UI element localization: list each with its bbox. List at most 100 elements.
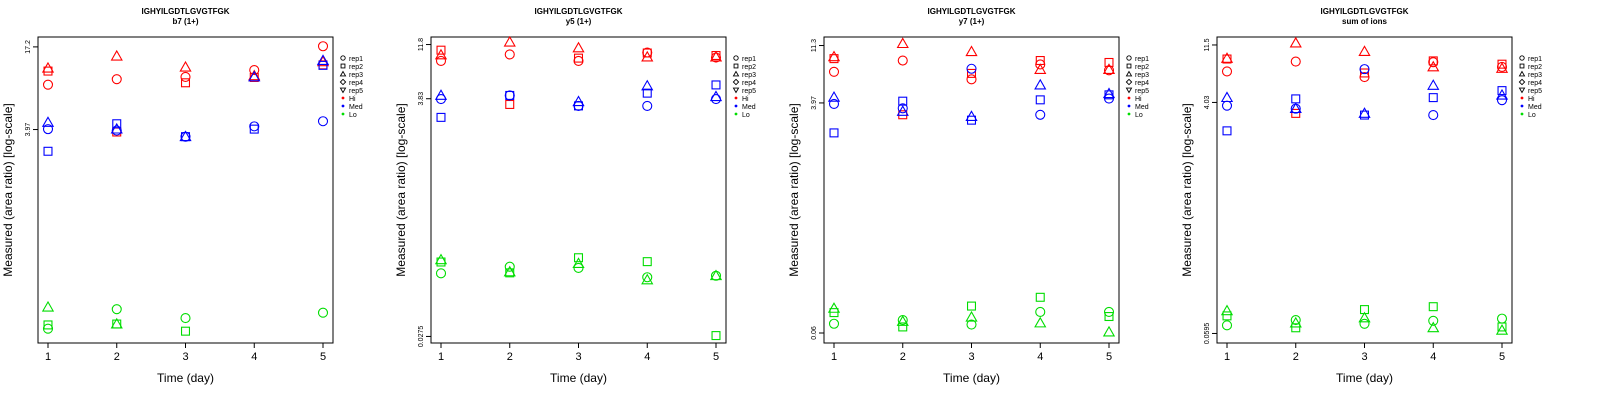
data-point [966, 63, 977, 74]
legend-label: rep1 [1135, 56, 1149, 63]
y-tick-label: 17.2 [25, 40, 32, 54]
data-point [1035, 306, 1046, 318]
data-point [1035, 95, 1045, 105]
data-point [896, 315, 909, 326]
data-point [1496, 95, 1508, 106]
data-point [1103, 306, 1115, 318]
legend-label: rep4 [742, 80, 756, 87]
data-point [1291, 323, 1301, 333]
data-point [180, 71, 191, 82]
data-point [111, 125, 122, 136]
data-point [966, 74, 977, 85]
data-point [1289, 316, 1302, 328]
data-point [1497, 322, 1507, 332]
data-point [1427, 321, 1440, 333]
data-point [897, 103, 908, 114]
data-point [1358, 107, 1371, 118]
data-point [1102, 63, 1116, 74]
data-point [317, 41, 329, 52]
data-point [504, 90, 515, 101]
legend-label: rep2 [1135, 64, 1149, 71]
data-point [1359, 318, 1370, 329]
data-point [435, 268, 447, 279]
y-tick-label: 3.97 [25, 123, 32, 137]
data-point [1104, 312, 1114, 322]
legend-label: rep5 [742, 88, 756, 95]
data-point [827, 91, 841, 102]
data-point [504, 261, 515, 272]
data-point [827, 50, 841, 62]
data-point [179, 130, 192, 142]
x-tick-label: 1 [1224, 351, 1230, 363]
x-tick-label: 1 [438, 351, 444, 363]
data-point [1222, 126, 1232, 136]
data-point [828, 98, 840, 109]
x-tick-label: 5 [320, 351, 326, 363]
data-point [965, 310, 978, 322]
data-point [249, 124, 259, 134]
data-point [965, 45, 978, 57]
data-point [1289, 36, 1302, 48]
legend-color-dot [1520, 104, 1524, 108]
legend-color-dot [341, 112, 345, 116]
x-tick-label: 4 [1037, 351, 1043, 363]
data-point [43, 146, 53, 156]
x-tick-label: 5 [1499, 351, 1505, 363]
data-point [1358, 311, 1371, 323]
data-point [1290, 315, 1301, 326]
data-point [505, 99, 515, 109]
data-point [641, 273, 654, 285]
data-point [709, 50, 723, 62]
data-point [1221, 100, 1233, 111]
legend-label: rep5 [1528, 88, 1542, 95]
data-point [1221, 320, 1233, 331]
y-tick-label: 3.97 [811, 96, 818, 110]
legend-color-dot [1127, 112, 1131, 116]
data-point [1222, 311, 1232, 321]
data-point [1220, 304, 1234, 316]
legend-marker [340, 63, 346, 69]
legend-marker [1126, 63, 1132, 69]
y-tick-label: 11.8 [418, 38, 425, 51]
data-point [180, 313, 191, 324]
legend-color-dot [1127, 96, 1131, 100]
data-point [1103, 65, 1115, 76]
legend-label: rep3 [1528, 72, 1542, 79]
chart-subtitle: y5 (1+) [566, 17, 592, 26]
plot-frame [823, 36, 1120, 344]
data-point [711, 331, 721, 341]
data-point [965, 110, 978, 121]
data-point [42, 124, 54, 135]
data-point [316, 54, 330, 65]
legend-marker [732, 70, 740, 77]
legend-label: rep2 [349, 64, 363, 71]
data-point [828, 66, 840, 77]
data-point [1034, 63, 1047, 74]
legend-label: Med [1528, 104, 1542, 111]
data-point [572, 257, 585, 268]
plot-frame [1216, 36, 1513, 344]
data-point [641, 50, 654, 62]
y-tick-label: 11.3 [811, 39, 818, 52]
data-point [898, 110, 908, 120]
chart-subtitle: b7 (1+) [172, 17, 198, 26]
legend-label: Lo [1135, 112, 1143, 119]
legend-marker [339, 78, 347, 86]
legend-label: rep2 [1528, 64, 1542, 71]
legend-label: Lo [349, 112, 357, 119]
y-tick-label: 11.5 [1204, 38, 1211, 51]
data-point [709, 90, 723, 102]
data-point [1291, 94, 1301, 104]
x-tick-label: 1 [45, 351, 51, 363]
chart-subtitle: sum of ions [1342, 17, 1387, 26]
legend-label: rep5 [349, 88, 363, 95]
legend-marker [1519, 55, 1525, 61]
data-point [42, 79, 54, 90]
legend-marker [340, 55, 346, 61]
y-axis-label: Measured (area ratio) [log-scale] [1, 103, 15, 276]
data-point [898, 322, 908, 332]
